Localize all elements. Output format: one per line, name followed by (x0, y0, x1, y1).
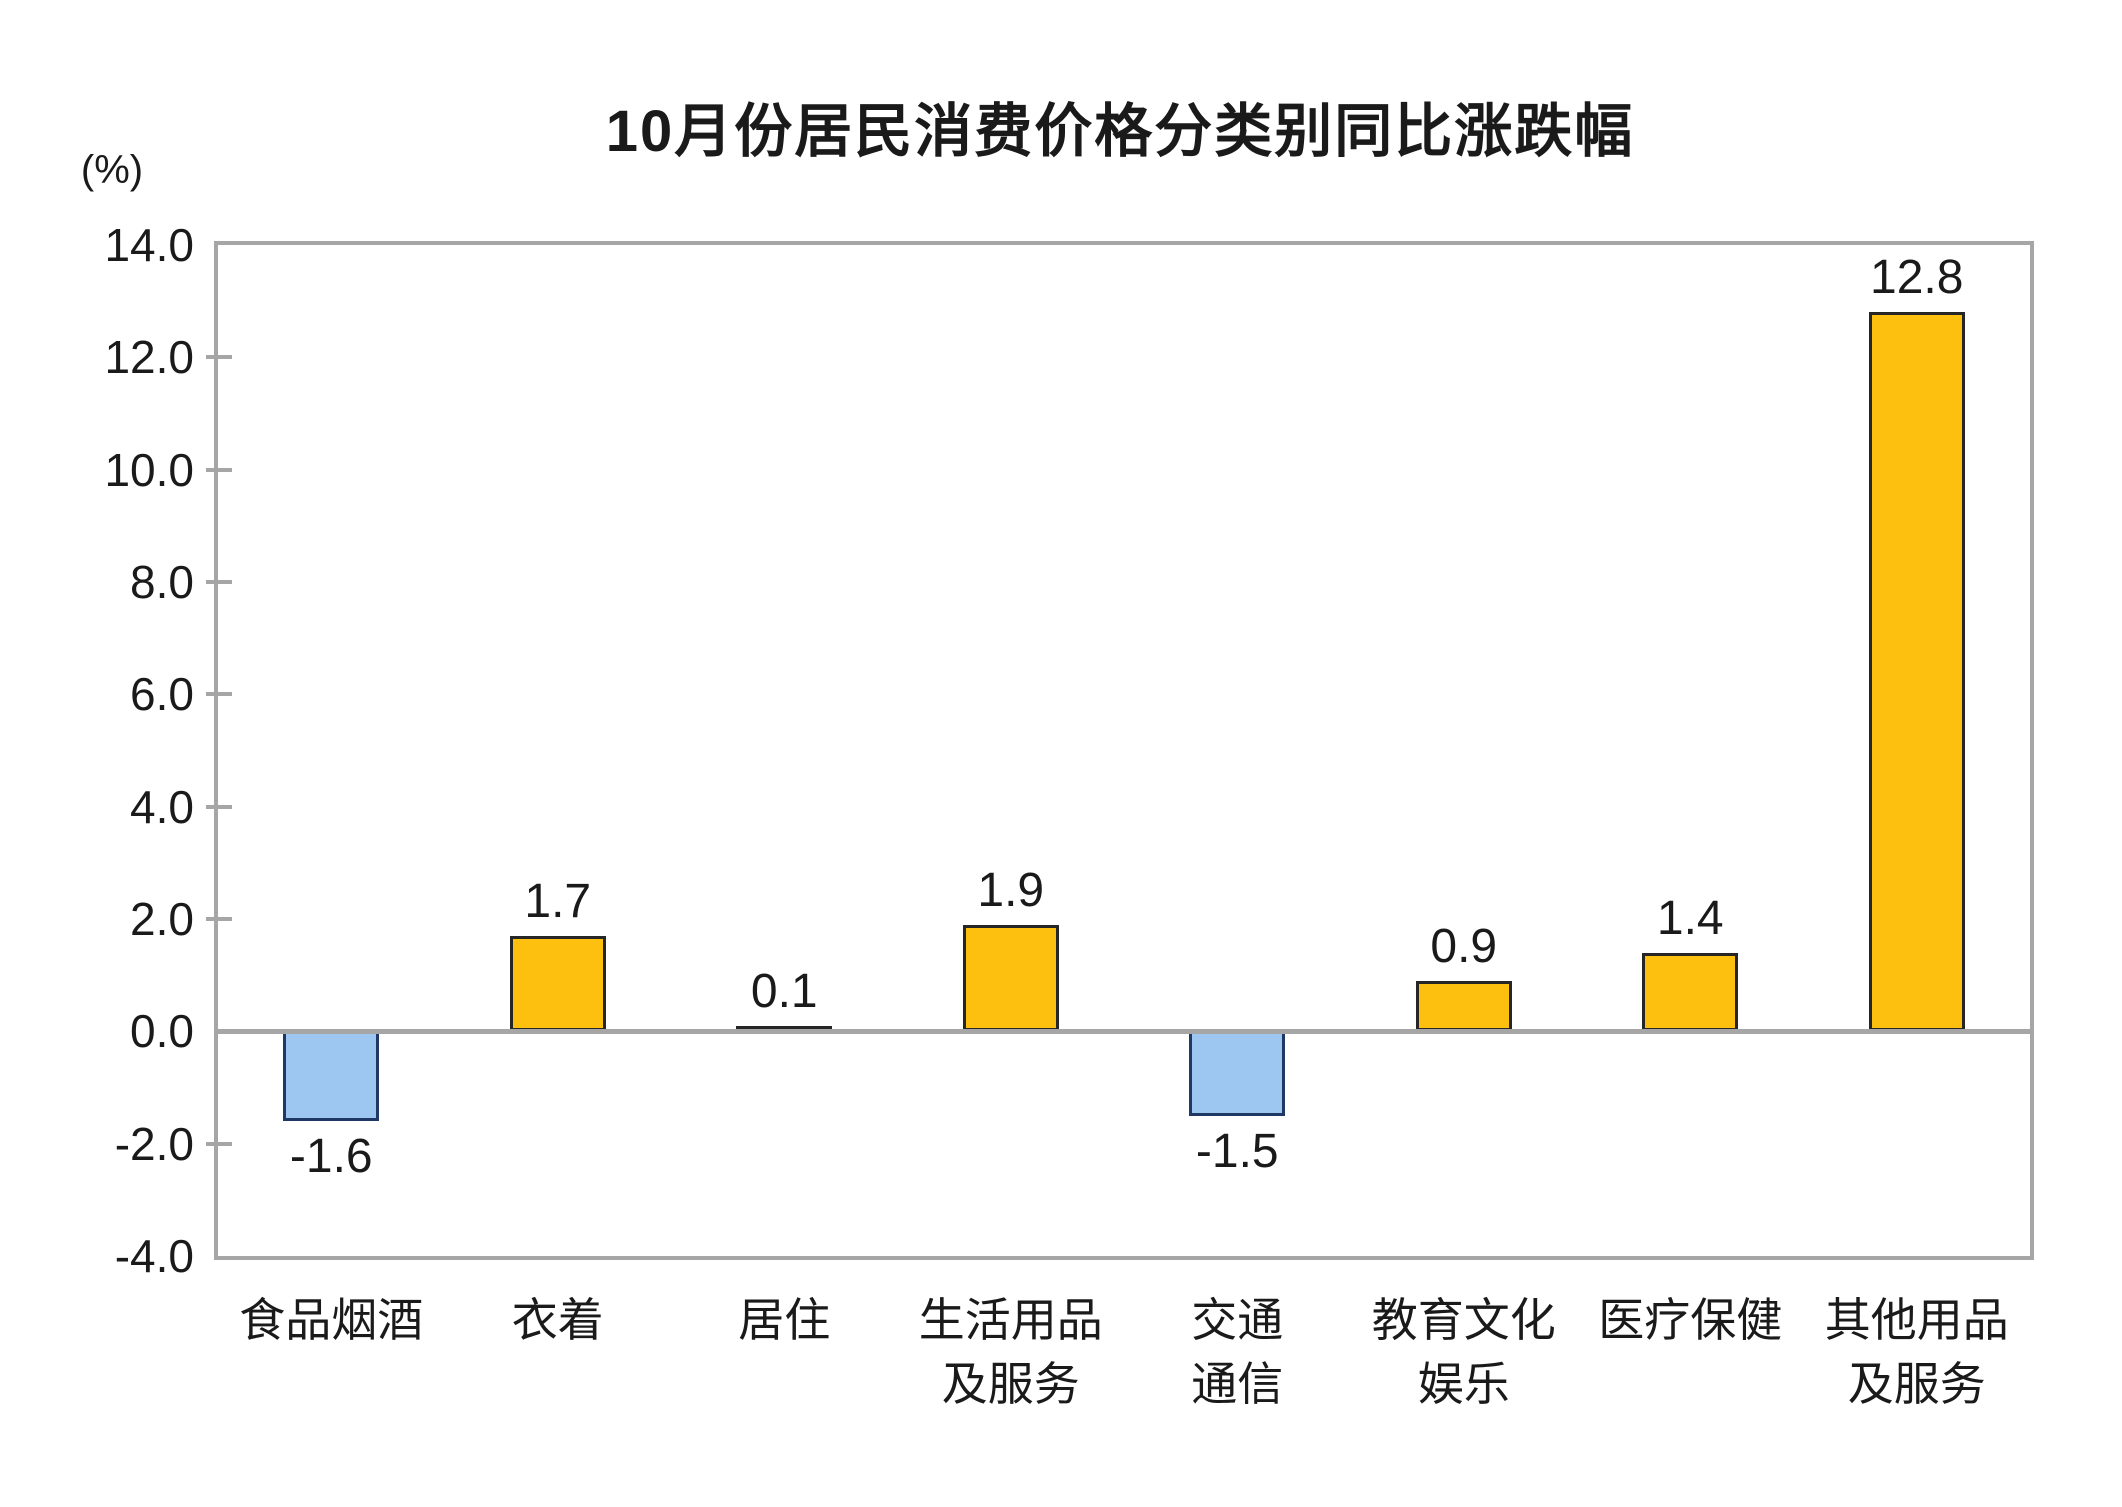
x-axis-label: 居住 (738, 1294, 831, 1346)
chart-title: 10月份居民消费价格分类别同比涨跌幅 (605, 99, 1635, 164)
bar-value-label: 1.9 (977, 863, 1045, 917)
x-axis-label: 生活用品 及服务 (918, 1294, 1103, 1410)
y-axis-tick (206, 355, 232, 360)
y-axis-tick (206, 467, 232, 472)
bar (283, 1031, 380, 1122)
y-axis-label: -2.0 (114, 1117, 194, 1170)
bar-value-label: -1.5 (1195, 1124, 1279, 1178)
bar (962, 924, 1059, 1032)
bar-value-label: 0.9 (1430, 919, 1498, 973)
y-axis-label: 10.0 (104, 443, 194, 496)
x-axis-label: 教育文化 娱乐 (1371, 1294, 1556, 1410)
y-axis-tick (206, 804, 232, 809)
bar-value-label: 12.8 (1870, 251, 1964, 305)
y-axis-label: 14.0 (104, 219, 194, 271)
y-axis-unit-label: (%) (80, 148, 144, 192)
y-axis-label: 8.0 (130, 556, 194, 608)
y-axis-tick (206, 917, 232, 921)
y-axis-tick (206, 692, 232, 697)
bar-value-label: -1.6 (289, 1130, 373, 1184)
bar-value-label: 1.7 (524, 874, 592, 928)
y-axis-label: 2.0 (130, 893, 194, 945)
y-axis-label: 4.0 (130, 780, 194, 833)
x-axis-label: 食品烟酒 (239, 1294, 424, 1346)
bar (509, 935, 606, 1032)
x-axis-label: 交通 通信 (1191, 1294, 1284, 1410)
bar (1189, 1031, 1286, 1116)
x-axis-label: 衣着 (511, 1294, 604, 1346)
zero-axis-line (218, 1028, 2030, 1034)
x-axis-label: 其他用品 及服务 (1824, 1294, 2009, 1410)
bar-value-label: 0.1 (750, 964, 818, 1018)
y-axis-tick (206, 580, 232, 584)
x-axis-label: 医疗保健 (1598, 1294, 1783, 1346)
y-axis-label: -4.0 (114, 1230, 194, 1282)
y-axis-label: 0.0 (130, 1005, 194, 1058)
bar (1642, 952, 1739, 1032)
y-axis-label: 6.0 (130, 668, 194, 721)
y-axis-label: 12.0 (104, 331, 194, 384)
bar (1415, 980, 1512, 1032)
bar-value-label: 1.4 (1656, 891, 1724, 945)
y-axis-tick (206, 1141, 232, 1146)
bar (1868, 312, 1965, 1032)
plot-area-frame (214, 241, 2034, 1260)
